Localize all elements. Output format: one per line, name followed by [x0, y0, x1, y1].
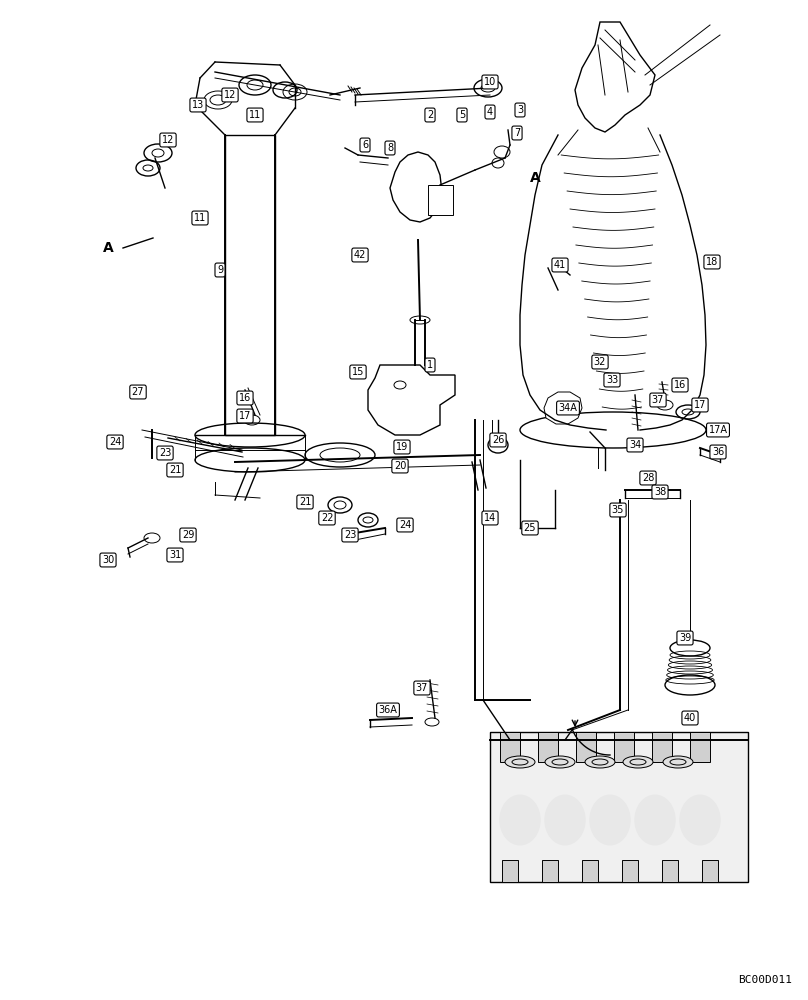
Text: 3: 3 — [517, 105, 523, 115]
Text: 19: 19 — [396, 442, 408, 452]
Text: 30: 30 — [102, 555, 114, 565]
Bar — [542, 860, 558, 882]
Text: BC00D011: BC00D011 — [738, 975, 792, 985]
Text: 15: 15 — [351, 367, 364, 377]
Text: 12: 12 — [162, 135, 175, 145]
Bar — [225, 135, 275, 435]
Text: 17: 17 — [694, 400, 706, 410]
Bar — [502, 860, 518, 882]
Bar — [614, 732, 634, 762]
Ellipse shape — [545, 756, 575, 768]
Text: 9: 9 — [217, 265, 223, 275]
Text: 5: 5 — [459, 110, 465, 120]
Text: 7: 7 — [514, 128, 520, 138]
Text: 28: 28 — [642, 473, 654, 483]
Text: 39: 39 — [679, 633, 691, 643]
Text: 21: 21 — [169, 465, 181, 475]
Text: 1: 1 — [427, 360, 433, 370]
Text: 17A: 17A — [709, 425, 727, 435]
Circle shape — [500, 795, 540, 845]
Text: 42: 42 — [354, 250, 366, 260]
Text: 24: 24 — [399, 520, 411, 530]
Polygon shape — [368, 365, 455, 435]
Circle shape — [590, 795, 630, 845]
Text: A: A — [529, 171, 541, 185]
Text: 32: 32 — [594, 357, 606, 367]
Text: 20: 20 — [393, 461, 406, 471]
Text: 35: 35 — [612, 505, 625, 515]
Bar — [428, 185, 453, 215]
Bar — [662, 860, 678, 882]
Text: 18: 18 — [706, 257, 718, 267]
Text: 34: 34 — [629, 440, 641, 450]
Text: 37: 37 — [652, 395, 664, 405]
Text: 23: 23 — [159, 448, 171, 458]
Text: 33: 33 — [606, 375, 618, 385]
Text: A: A — [103, 241, 113, 255]
Text: 8: 8 — [387, 143, 393, 153]
Ellipse shape — [623, 756, 653, 768]
Text: 38: 38 — [654, 487, 666, 497]
Text: 31: 31 — [169, 550, 181, 560]
Bar — [576, 732, 596, 762]
Text: 29: 29 — [182, 530, 194, 540]
Bar — [582, 860, 598, 882]
Circle shape — [680, 795, 720, 845]
Ellipse shape — [585, 756, 615, 768]
Text: 12: 12 — [224, 90, 236, 100]
Text: 25: 25 — [524, 523, 537, 533]
Bar — [652, 732, 672, 762]
Text: 16: 16 — [674, 380, 686, 390]
Text: 37: 37 — [416, 683, 428, 693]
Text: 36: 36 — [712, 447, 724, 457]
Circle shape — [635, 795, 675, 845]
Bar — [622, 860, 638, 882]
Text: 10: 10 — [484, 77, 496, 87]
Text: 22: 22 — [321, 513, 333, 523]
Text: 2: 2 — [427, 110, 433, 120]
Ellipse shape — [663, 756, 693, 768]
Text: 41: 41 — [553, 260, 566, 270]
Text: 16: 16 — [239, 393, 251, 403]
Ellipse shape — [505, 756, 535, 768]
Polygon shape — [390, 152, 442, 222]
Text: 24: 24 — [109, 437, 121, 447]
Polygon shape — [544, 392, 582, 424]
Text: 23: 23 — [344, 530, 356, 540]
Text: 26: 26 — [492, 435, 504, 445]
Text: 40: 40 — [684, 713, 696, 723]
Text: 6: 6 — [362, 140, 368, 150]
Text: 11: 11 — [249, 110, 261, 120]
Text: 34A: 34A — [558, 403, 578, 413]
FancyBboxPatch shape — [490, 732, 748, 882]
Text: 4: 4 — [487, 107, 493, 117]
Text: 27: 27 — [132, 387, 145, 397]
Bar — [538, 732, 558, 762]
Circle shape — [545, 795, 585, 845]
Polygon shape — [575, 22, 655, 132]
Text: 14: 14 — [484, 513, 496, 523]
Text: 36A: 36A — [379, 705, 398, 715]
Bar — [500, 732, 520, 762]
Bar — [690, 732, 710, 762]
Text: 11: 11 — [194, 213, 206, 223]
Text: 21: 21 — [299, 497, 311, 507]
Text: 17: 17 — [239, 411, 251, 421]
Bar — [702, 860, 718, 882]
Text: 13: 13 — [191, 100, 204, 110]
